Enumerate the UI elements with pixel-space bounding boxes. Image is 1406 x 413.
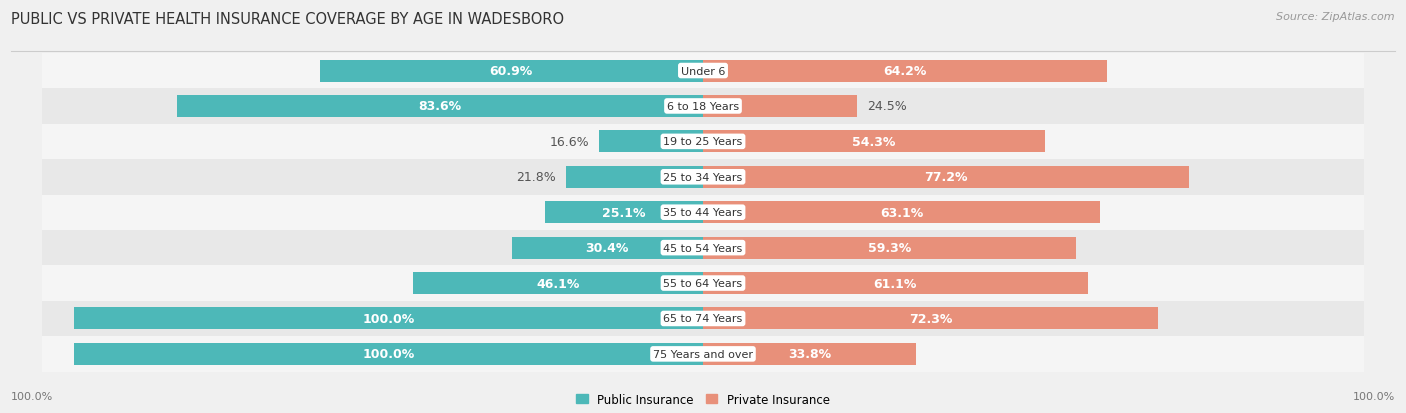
- Text: 54.3%: 54.3%: [852, 135, 896, 149]
- Text: 35 to 44 Years: 35 to 44 Years: [664, 208, 742, 218]
- Text: Source: ZipAtlas.com: Source: ZipAtlas.com: [1277, 12, 1395, 22]
- Text: 45 to 54 Years: 45 to 54 Years: [664, 243, 742, 253]
- Bar: [703, 343, 915, 365]
- Text: 100.0%: 100.0%: [11, 391, 53, 401]
- Text: 59.3%: 59.3%: [868, 242, 911, 254]
- Text: 30.4%: 30.4%: [586, 242, 628, 254]
- Bar: [565, 166, 703, 188]
- Text: Under 6: Under 6: [681, 66, 725, 76]
- Bar: [73, 308, 703, 330]
- Bar: [703, 202, 1099, 224]
- Legend: Public Insurance, Private Insurance: Public Insurance, Private Insurance: [571, 388, 835, 411]
- Bar: [42, 230, 1364, 266]
- Text: 24.5%: 24.5%: [866, 100, 907, 113]
- Bar: [703, 237, 1076, 259]
- Bar: [703, 166, 1189, 188]
- Text: 72.3%: 72.3%: [908, 312, 952, 325]
- Text: 25.1%: 25.1%: [602, 206, 645, 219]
- Bar: [42, 301, 1364, 336]
- Bar: [42, 266, 1364, 301]
- Text: 46.1%: 46.1%: [536, 277, 579, 290]
- Bar: [42, 160, 1364, 195]
- Text: 6 to 18 Years: 6 to 18 Years: [666, 102, 740, 112]
- Text: 60.9%: 60.9%: [489, 65, 533, 78]
- Text: 100.0%: 100.0%: [363, 312, 415, 325]
- Bar: [413, 273, 703, 294]
- Bar: [42, 124, 1364, 160]
- Bar: [703, 131, 1045, 153]
- Text: 16.6%: 16.6%: [550, 135, 589, 149]
- Text: 63.1%: 63.1%: [880, 206, 924, 219]
- Text: 21.8%: 21.8%: [516, 171, 557, 184]
- Bar: [177, 96, 703, 118]
- Text: 19 to 25 Years: 19 to 25 Years: [664, 137, 742, 147]
- Text: 25 to 34 Years: 25 to 34 Years: [664, 172, 742, 183]
- Bar: [599, 131, 703, 153]
- Bar: [42, 89, 1364, 124]
- Text: 83.6%: 83.6%: [419, 100, 461, 113]
- Bar: [703, 60, 1107, 82]
- Text: 55 to 64 Years: 55 to 64 Years: [664, 278, 742, 288]
- Bar: [319, 60, 703, 82]
- Bar: [703, 308, 1159, 330]
- Text: 100.0%: 100.0%: [363, 348, 415, 361]
- Bar: [512, 237, 703, 259]
- Text: 64.2%: 64.2%: [883, 65, 927, 78]
- Bar: [703, 273, 1087, 294]
- Text: 61.1%: 61.1%: [873, 277, 917, 290]
- Text: 33.8%: 33.8%: [787, 348, 831, 361]
- Text: 77.2%: 77.2%: [924, 171, 967, 184]
- Text: 65 to 74 Years: 65 to 74 Years: [664, 314, 742, 324]
- Text: 75 Years and over: 75 Years and over: [652, 349, 754, 359]
- Bar: [42, 336, 1364, 372]
- Bar: [703, 96, 858, 118]
- Text: 100.0%: 100.0%: [1353, 391, 1395, 401]
- Bar: [42, 54, 1364, 89]
- Bar: [546, 202, 703, 224]
- Bar: [73, 343, 703, 365]
- Bar: [42, 195, 1364, 230]
- Text: PUBLIC VS PRIVATE HEALTH INSURANCE COVERAGE BY AGE IN WADESBORO: PUBLIC VS PRIVATE HEALTH INSURANCE COVER…: [11, 12, 564, 27]
